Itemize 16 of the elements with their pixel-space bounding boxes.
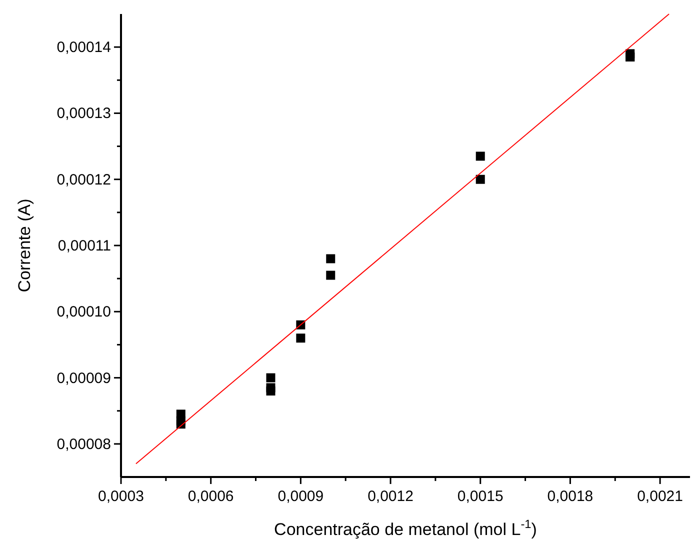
x-tick-label: 0,0006: [188, 488, 234, 505]
x-tick-label: 0,0018: [547, 488, 594, 505]
x-tick-label: 0,0003: [98, 488, 144, 505]
y-tick-label: 0,00012: [56, 171, 111, 188]
y-tick-label: 0,00013: [56, 105, 111, 122]
y-tick-label: 0,00008: [56, 436, 111, 453]
x-axis-title: Concentração de metanol (mol L$^{-1}$): [274, 517, 537, 539]
y-tick-label: 0,00014: [56, 39, 111, 56]
y-tick-label: 0,00009: [56, 370, 111, 387]
y-tick-label: 0,00011: [58, 238, 111, 254]
x-tick-label: 0,0009: [278, 488, 324, 505]
y-axis-title: Corrente (A): [15, 198, 34, 292]
x-tick-label: 0,0021: [637, 488, 683, 505]
y-tick-label: 0,00010: [56, 304, 111, 321]
x-tick-label: 0,0012: [368, 488, 414, 505]
x-tick-label: 0,0015: [457, 488, 504, 505]
